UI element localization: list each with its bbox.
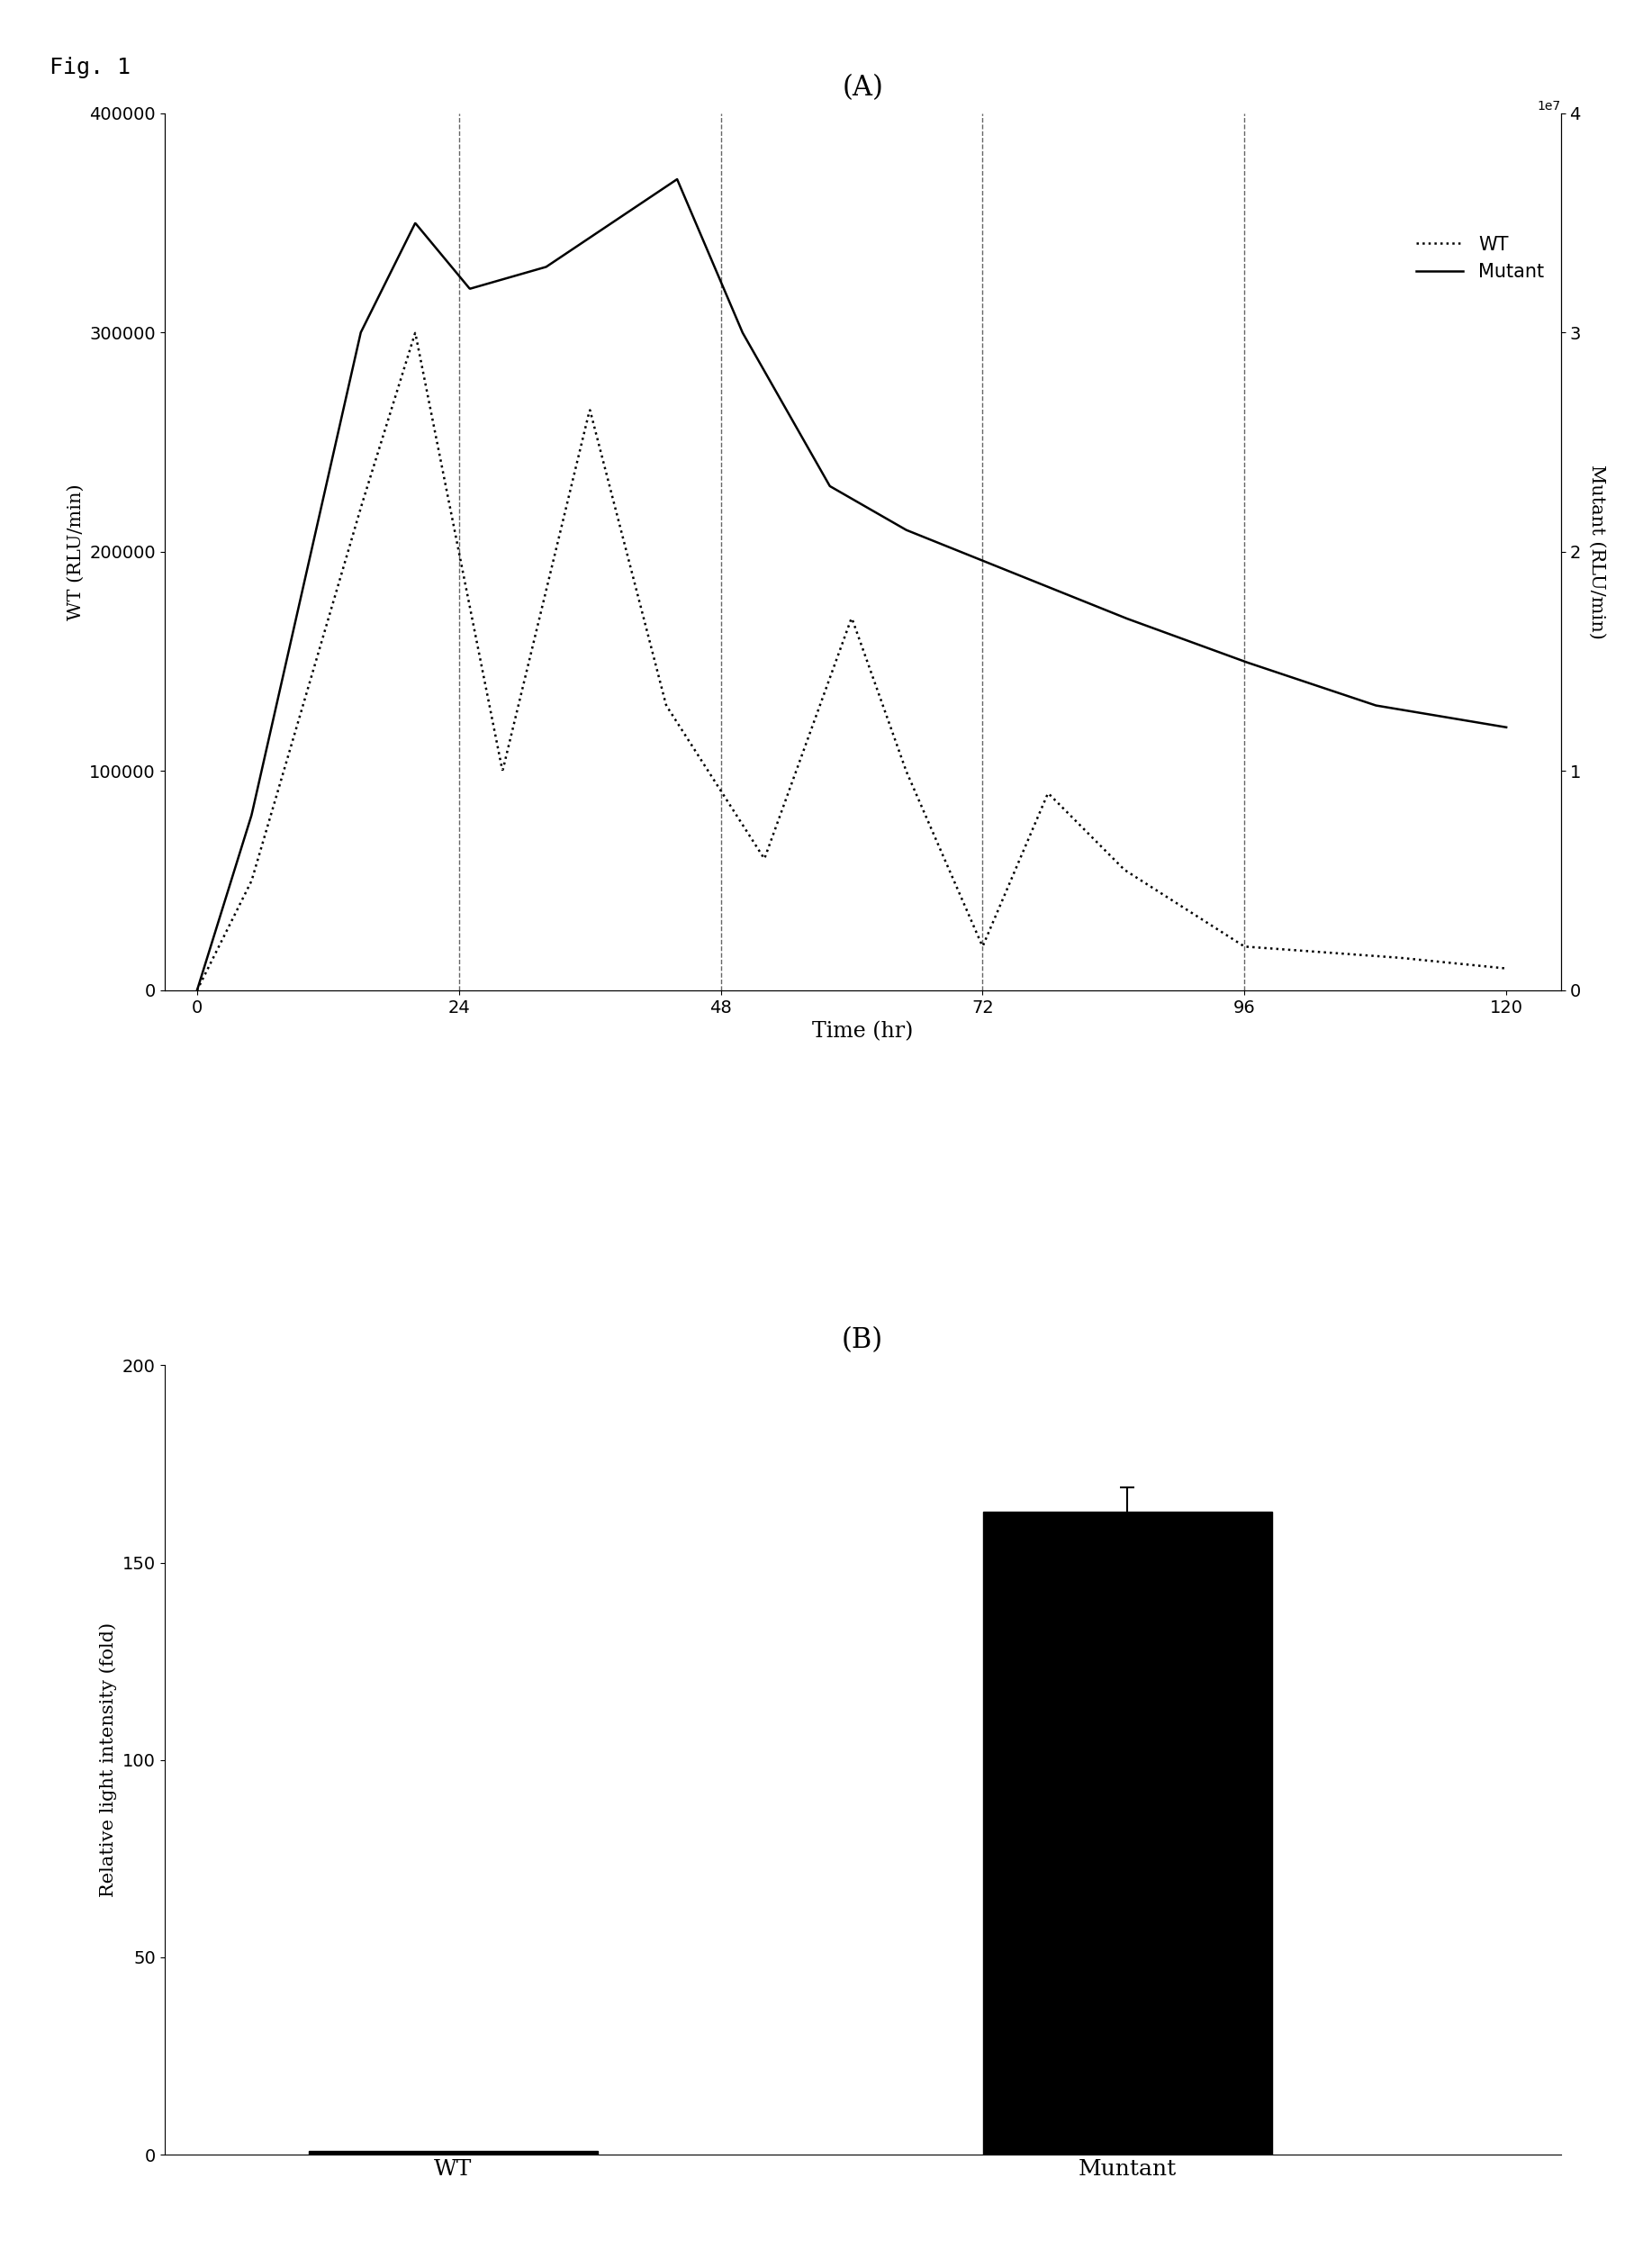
Title: (A): (A) <box>841 75 884 102</box>
Mutant <box>187 978 207 1005</box>
Mutant <box>1459 708 1479 735</box>
Y-axis label: WT (RLU/min): WT (RLU/min) <box>67 483 84 619</box>
WT <box>790 748 810 776</box>
WT <box>406 320 426 347</box>
Bar <box>309 2150 598 2155</box>
Legend: WT, Mutant: WT, Mutant <box>1408 229 1551 288</box>
WT <box>255 826 274 853</box>
Bar <box>983 1510 1272 2155</box>
WT <box>1219 923 1239 950</box>
Mutant <box>825 474 845 501</box>
WT <box>825 651 845 678</box>
Line: WT: WT <box>197 333 1507 991</box>
Mutant <box>1219 642 1239 669</box>
WT <box>1497 955 1516 982</box>
Line: Mutant: Mutant <box>197 179 1507 991</box>
WT <box>187 978 207 1005</box>
Text: Fig. 1: Fig. 1 <box>49 57 130 79</box>
Title: (B): (B) <box>841 1327 884 1354</box>
Y-axis label: Relative light intensity (fold): Relative light intensity (fold) <box>100 1622 117 1898</box>
X-axis label: Time (hr): Time (hr) <box>812 1021 914 1041</box>
WT <box>1459 950 1479 978</box>
Mutant <box>1497 714 1516 742</box>
Y-axis label: Mutant (RLU/min): Mutant (RLU/min) <box>1589 465 1605 640</box>
Mutant <box>1459 708 1479 735</box>
Mutant <box>255 746 274 773</box>
WT <box>1459 950 1479 978</box>
Mutant <box>790 420 810 447</box>
Mutant <box>667 166 687 193</box>
